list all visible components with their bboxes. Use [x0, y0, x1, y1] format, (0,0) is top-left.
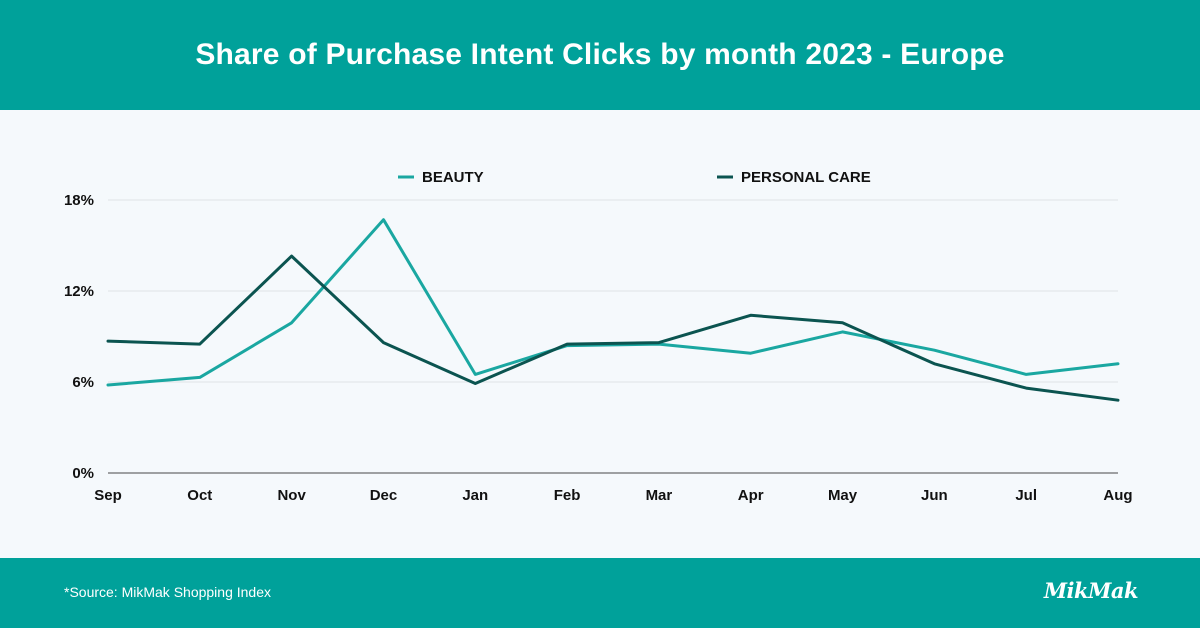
y-tick-label: 12% — [64, 283, 94, 300]
chart-title: Share of Purchase Intent Clicks by month… — [195, 38, 1005, 71]
y-tick-label: 0% — [72, 465, 94, 482]
x-tick-label: Sep — [94, 487, 122, 504]
x-tick-label: Jan — [462, 487, 488, 504]
legend-item-personal-care: PERSONAL CARE — [717, 169, 871, 186]
series-line-beauty — [106, 218, 1120, 387]
line-chart: 0% 6% 12% 18% Sep Oct Nov Dec Jan Feb Mar Apr May Ju… — [64, 169, 1133, 504]
x-tick-label: Feb — [554, 487, 581, 504]
x-tick-label: Dec — [370, 487, 398, 504]
x-tick-label: Oct — [187, 487, 212, 504]
mikmak-logo: MikMak — [1043, 578, 1139, 603]
gridlines — [108, 199, 1118, 474]
x-tick-label: Jun — [921, 487, 948, 504]
x-tick-label: Mar — [646, 487, 673, 504]
legend: BEAUTY PERSONAL CARE — [398, 169, 871, 186]
x-axis-ticks: Sep Oct Nov Dec Jan Feb Mar Apr May Jun Jul Aug — [94, 487, 1132, 504]
source-note: *Source: MikMak Shopping Index — [64, 584, 271, 600]
x-tick-label: Jul — [1015, 487, 1037, 504]
series-lines — [106, 218, 1120, 402]
y-tick-label: 6% — [72, 374, 94, 391]
legend-label: BEAUTY — [422, 169, 484, 186]
x-tick-label: Apr — [738, 487, 764, 504]
footer-banner: *Source: MikMak Shopping Index MikMak — [0, 558, 1200, 628]
y-axis-ticks: 0% 6% 12% 18% — [64, 192, 94, 482]
y-tick-label: 18% — [64, 192, 94, 209]
chart-area: 0% 6% 12% 18% Sep Oct Nov Dec Jan Feb Mar Apr May Ju… — [0, 110, 1200, 558]
series-line-personal-care — [106, 254, 1120, 402]
header-banner: Share of Purchase Intent Clicks by month… — [0, 0, 1200, 110]
legend-label: PERSONAL CARE — [741, 169, 871, 186]
legend-item-beauty: BEAUTY — [398, 169, 484, 186]
x-tick-label: Nov — [277, 487, 306, 504]
x-tick-label: Aug — [1103, 487, 1132, 504]
x-tick-label: May — [828, 487, 858, 504]
